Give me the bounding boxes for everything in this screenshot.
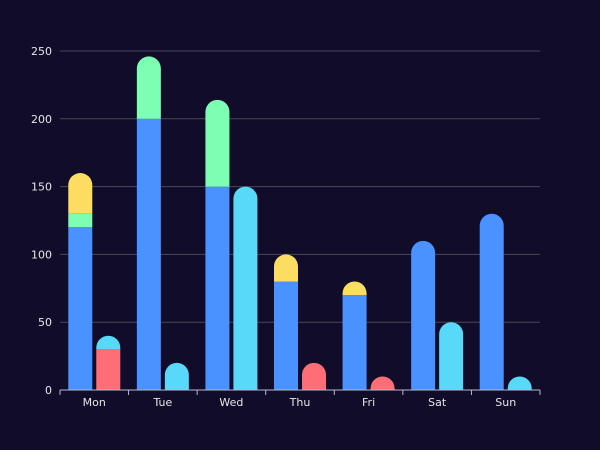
bar-tue-stack-a-segment-0 xyxy=(136,118,161,391)
bar-fri-stack-b-segment-0 xyxy=(370,376,395,390)
y-tick-label: 50 xyxy=(38,316,52,329)
y-tick-label: 200 xyxy=(31,113,52,126)
x-tick-label-thu: Thu xyxy=(289,396,311,409)
bar-sat-stack-a-segment-0 xyxy=(411,240,436,390)
x-tick-label-sun: Sun xyxy=(495,396,516,409)
bar-tue-stack-a-segment-1 xyxy=(136,56,161,119)
x-axis-tick-labels: Mon Tue Wed Thu Fri Sat Sun xyxy=(83,396,517,409)
y-tick-label: 150 xyxy=(31,181,52,194)
bar-wed-stack-b-segment-1 xyxy=(233,186,258,390)
x-tick-label-mon: Mon xyxy=(83,396,106,409)
bars xyxy=(68,56,532,391)
y-tick-label: 0 xyxy=(45,384,52,397)
grid-lines xyxy=(60,50,540,323)
bar-wed-stack-a-segment-1 xyxy=(205,99,230,187)
x-tick-label-tue: Tue xyxy=(152,396,172,409)
x-tick-label-sat: Sat xyxy=(428,396,447,409)
bar-thu-stack-b-segment-0 xyxy=(302,362,326,390)
bar-tue-stack-b-segment-1 xyxy=(164,362,189,390)
bar-mon-stack-b-segment-1 xyxy=(96,335,121,350)
x-tick-label-fri: Fri xyxy=(362,396,375,409)
bar-mon-stack-a-segment-0 xyxy=(68,227,93,390)
bar-wed-stack-a-segment-0 xyxy=(205,186,230,390)
y-tick-label: 100 xyxy=(31,248,52,261)
x-tick-label-wed: Wed xyxy=(219,396,243,409)
bar-mon-stack-b-segment-0 xyxy=(96,349,121,390)
bar-fri-stack-a-segment-2 xyxy=(342,281,367,296)
y-tick-label: 250 xyxy=(31,45,52,58)
bar-fri-stack-a-segment-0 xyxy=(342,295,367,390)
bar-sat-stack-b-segment-1 xyxy=(439,322,464,390)
y-axis-tick-labels: 0 50 100 150 200 250 xyxy=(31,45,52,397)
bar-sun-stack-b-segment-1 xyxy=(507,376,532,390)
bar-thu-stack-a-segment-0 xyxy=(274,281,298,390)
bar-sun-stack-a-segment-0 xyxy=(479,213,504,390)
bar-mon-stack-a-segment-2 xyxy=(68,173,93,214)
bar-thu-stack-a-segment-2 xyxy=(274,254,298,282)
x-axis xyxy=(59,389,541,395)
bar-mon-stack-a-segment-1 xyxy=(68,213,93,228)
